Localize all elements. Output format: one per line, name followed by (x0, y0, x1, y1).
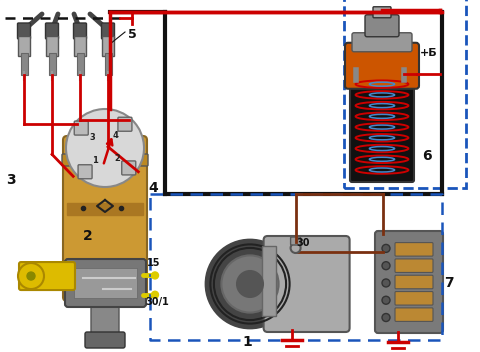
FancyBboxPatch shape (48, 53, 56, 75)
Text: 1: 1 (92, 156, 97, 165)
FancyBboxPatch shape (352, 33, 412, 52)
FancyBboxPatch shape (350, 76, 414, 182)
Circle shape (152, 272, 158, 279)
FancyBboxPatch shape (62, 154, 148, 166)
Circle shape (221, 256, 278, 313)
Circle shape (382, 296, 390, 304)
Text: 15: 15 (147, 258, 160, 269)
FancyBboxPatch shape (365, 15, 399, 37)
Circle shape (152, 291, 158, 298)
Text: +Б: +Б (420, 48, 438, 58)
FancyBboxPatch shape (395, 243, 433, 256)
Circle shape (382, 279, 390, 287)
FancyBboxPatch shape (118, 117, 132, 131)
Text: 2: 2 (114, 154, 120, 163)
Circle shape (27, 272, 35, 280)
Circle shape (206, 240, 294, 328)
FancyBboxPatch shape (373, 7, 391, 18)
Circle shape (66, 109, 144, 187)
FancyBboxPatch shape (101, 23, 115, 39)
FancyBboxPatch shape (105, 53, 111, 75)
Text: 30: 30 (296, 238, 310, 248)
Text: 6: 6 (422, 149, 432, 163)
FancyBboxPatch shape (395, 259, 433, 272)
FancyBboxPatch shape (395, 308, 433, 321)
FancyBboxPatch shape (375, 231, 443, 333)
FancyBboxPatch shape (395, 275, 433, 289)
Circle shape (382, 314, 390, 321)
FancyBboxPatch shape (17, 23, 31, 39)
FancyBboxPatch shape (76, 53, 84, 75)
Text: 3: 3 (6, 173, 16, 187)
Text: 2: 2 (83, 229, 93, 243)
Text: 3: 3 (90, 133, 96, 142)
FancyBboxPatch shape (290, 237, 300, 245)
FancyBboxPatch shape (74, 268, 137, 298)
FancyBboxPatch shape (21, 53, 27, 75)
FancyBboxPatch shape (264, 236, 349, 332)
Text: 5: 5 (128, 28, 137, 41)
Text: 4: 4 (112, 131, 118, 140)
Circle shape (382, 244, 390, 252)
Text: 7: 7 (444, 276, 454, 290)
FancyBboxPatch shape (74, 36, 86, 56)
FancyBboxPatch shape (102, 36, 114, 56)
FancyBboxPatch shape (395, 291, 433, 305)
Bar (67, 203, 143, 215)
Text: 4: 4 (148, 181, 158, 195)
Circle shape (18, 263, 44, 289)
FancyBboxPatch shape (345, 43, 419, 89)
Circle shape (237, 271, 263, 297)
FancyBboxPatch shape (46, 23, 59, 39)
FancyBboxPatch shape (85, 332, 125, 348)
FancyBboxPatch shape (262, 246, 276, 316)
Circle shape (290, 243, 300, 253)
FancyBboxPatch shape (73, 23, 86, 39)
Text: 30/1: 30/1 (145, 297, 169, 307)
Circle shape (382, 262, 390, 270)
FancyBboxPatch shape (19, 262, 75, 290)
Text: 1: 1 (242, 335, 252, 349)
FancyBboxPatch shape (46, 36, 58, 56)
FancyBboxPatch shape (63, 136, 147, 301)
FancyBboxPatch shape (65, 259, 146, 307)
FancyBboxPatch shape (18, 36, 30, 56)
FancyBboxPatch shape (344, 0, 466, 188)
FancyBboxPatch shape (91, 290, 119, 342)
FancyBboxPatch shape (78, 165, 92, 179)
FancyBboxPatch shape (122, 161, 136, 175)
FancyBboxPatch shape (74, 121, 88, 135)
